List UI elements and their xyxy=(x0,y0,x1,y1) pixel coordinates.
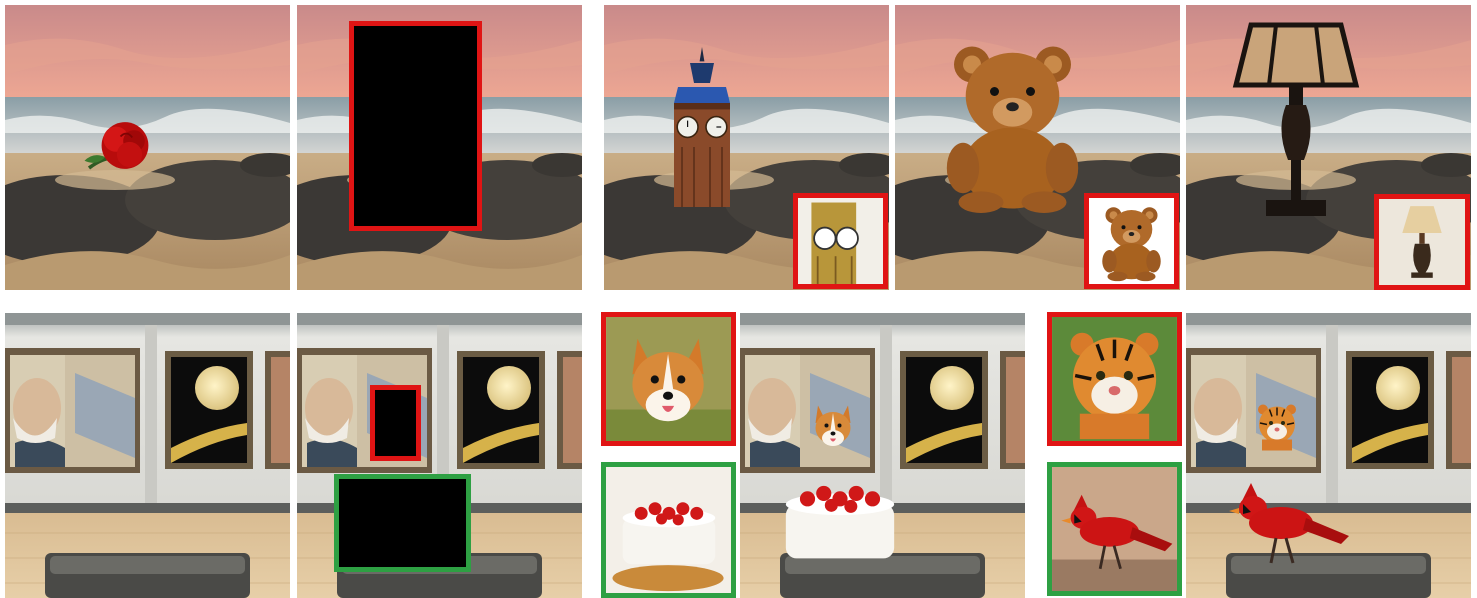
gallery-scene xyxy=(1186,313,1471,598)
clock-tower-reference xyxy=(793,193,888,289)
cake-reference-image xyxy=(606,467,731,593)
gallery-input-image xyxy=(5,313,290,598)
tiger-reference-image xyxy=(1052,317,1177,441)
cake-reference xyxy=(601,462,736,598)
teddy-bear-reference xyxy=(1084,193,1179,289)
beach-input-image xyxy=(5,5,290,290)
gallery-masked-image xyxy=(297,313,582,598)
beach-result-table-lamp xyxy=(1186,5,1471,290)
cardinal-reference xyxy=(1047,462,1182,596)
beach-result-clock-tower xyxy=(604,5,889,290)
beach-result-teddy-bear xyxy=(895,5,1180,290)
gallery-result-corgi-cake xyxy=(740,313,1025,598)
green-mask-region xyxy=(334,474,471,572)
beach-masked-image xyxy=(297,5,582,290)
cardinal-reference-image xyxy=(1052,467,1177,591)
gallery-scene xyxy=(740,313,1025,598)
table-lamp-reference xyxy=(1374,194,1470,290)
red-mask-region xyxy=(370,385,421,461)
tiger-reference xyxy=(1047,312,1182,446)
teddy-bear-reference-image xyxy=(1089,198,1174,284)
corgi-reference xyxy=(601,312,736,446)
beach-scene xyxy=(5,5,290,290)
red-mask-region xyxy=(349,21,482,231)
gallery-result-tiger-cardinal xyxy=(1186,313,1471,598)
gallery-scene xyxy=(5,313,290,598)
table-lamp-reference-image xyxy=(1379,199,1465,285)
corgi-reference-image xyxy=(606,317,731,441)
clock-tower-reference-image xyxy=(798,198,883,284)
